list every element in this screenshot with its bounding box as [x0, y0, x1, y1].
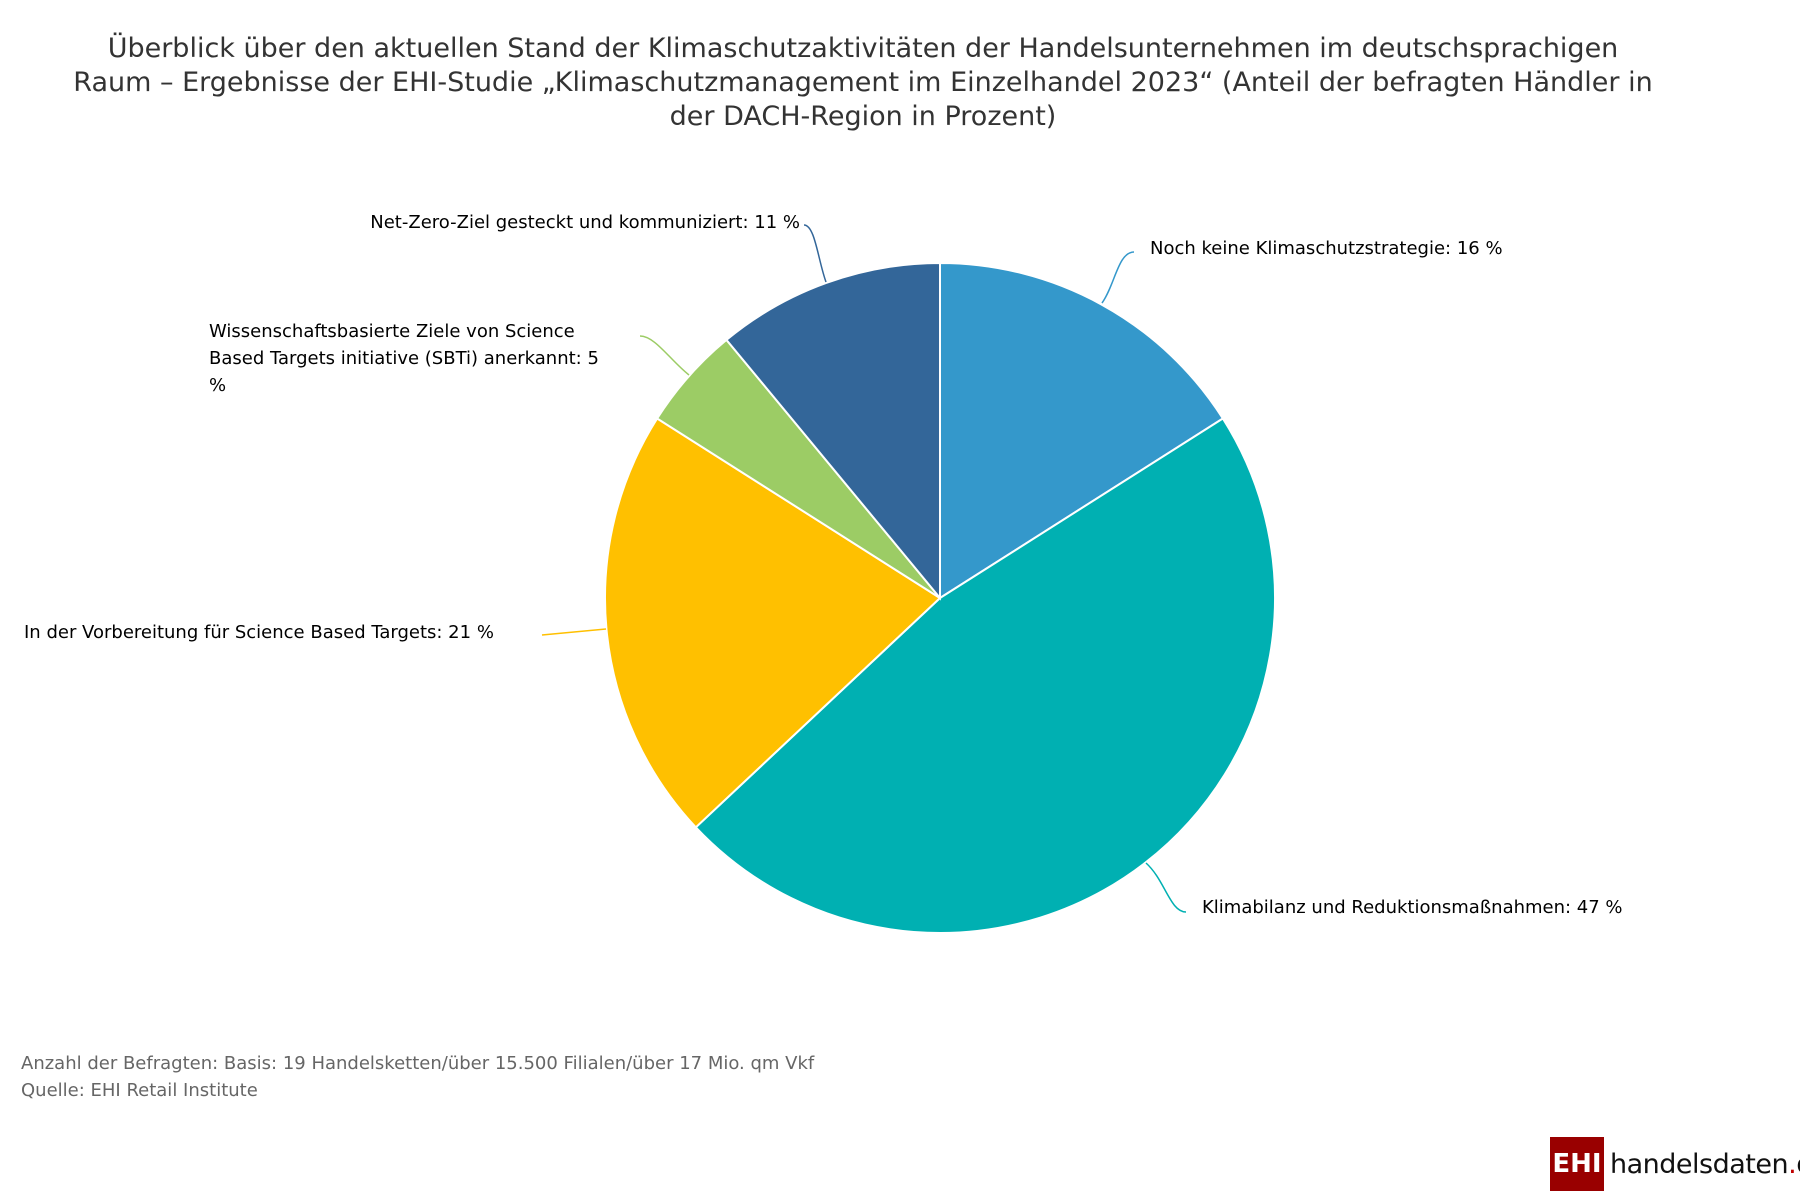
leader-line-2	[541, 628, 607, 636]
title-line: Überblick über den aktuellen Stand der K…	[107, 33, 1619, 64]
slice-label-no-strategy: Noch keine Klimaschutzstrategie: 16 %	[1150, 238, 1503, 259]
pie-slice-2	[604, 417, 942, 829]
title-line: der DACH-Region in Prozent)	[669, 101, 1057, 132]
footer-basis: Anzahl der Befragten: Basis: 19 Handelsk…	[21, 1053, 815, 1074]
pie-slice-1	[694, 417, 1276, 934]
pie-slice-0	[939, 261, 1225, 600]
slice-label-preparation-sbt: In der Vorbereitung für Science Based Ta…	[24, 622, 494, 643]
slice-label-sbti-approved: Wissenschaftsbasierte Ziele von Science …	[209, 318, 599, 399]
title-line: Raum – Ergebnisse der EHI-Studie „Klimas…	[73, 67, 1653, 98]
leader-line-3	[639, 335, 690, 376]
slice-label-net-zero: Net-Zero-Ziel gesteckt und kommuniziert:…	[370, 212, 800, 233]
logo-box: EHI	[1550, 1137, 1604, 1191]
chart-title: Überblick über den aktuellen Stand der K…	[0, 32, 1726, 134]
label-line: %	[209, 375, 227, 396]
label-line: Based Targets initiative (SBTi) anerkann…	[209, 348, 599, 369]
slice-label-climate-balance: Klimabilanz und Reduktionsmaßnahmen: 47 …	[1202, 897, 1623, 918]
leader-line-1	[1145, 862, 1187, 913]
logo-text: handelsdaten.de	[1610, 1148, 1800, 1180]
ehi-logo[interactable]: EHI handelsdaten.de	[1550, 1137, 1800, 1191]
leader-line-4	[803, 224, 827, 283]
leader-line-0	[1101, 251, 1135, 304]
footer-source: Quelle: EHI Retail Institute	[21, 1080, 258, 1101]
pie-slice-4	[725, 261, 941, 601]
footer: Anzahl der Befragten: Basis: 19 Handelsk…	[21, 1050, 814, 1104]
label-line: Wissenschaftsbasierte Ziele von Science	[209, 321, 575, 342]
